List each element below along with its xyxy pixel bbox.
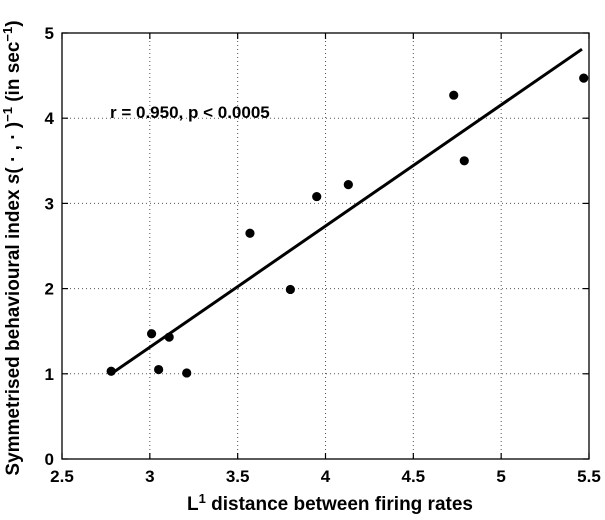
x-tick-label: 5.5 bbox=[577, 467, 601, 486]
x-axis-label: L1 distance between firing rates bbox=[187, 491, 473, 516]
x-tick-label: 4.5 bbox=[402, 467, 426, 486]
regression-line bbox=[110, 47, 583, 376]
y-axis-label: Symmetrised behavioural index s( · , · )… bbox=[0, 20, 24, 475]
data-points bbox=[106, 73, 589, 378]
grid-lines bbox=[61, 32, 590, 460]
correlation-annotation: r = 0.950, p < 0.0005 bbox=[110, 103, 270, 122]
data-point bbox=[245, 228, 255, 238]
y-tick-label: 5 bbox=[45, 24, 54, 43]
x-tick-label: 2.5 bbox=[50, 467, 74, 486]
x-tick-label: 3.5 bbox=[226, 467, 250, 486]
tick-labels: 2.5 3 3.5 4 4.5 5 5.5 0 1 2 3 4 5 bbox=[45, 24, 601, 486]
y-tick-label: 2 bbox=[45, 280, 54, 299]
data-point bbox=[182, 368, 192, 378]
x-tick-label: 4 bbox=[321, 467, 331, 486]
y-tick-label: 0 bbox=[45, 450, 54, 469]
data-point bbox=[285, 284, 295, 295]
y-tick-label: 1 bbox=[45, 365, 54, 384]
data-point bbox=[164, 332, 174, 342]
data-point bbox=[449, 90, 459, 100]
data-point bbox=[312, 191, 322, 202]
axis-ticks bbox=[61, 32, 590, 460]
data-point bbox=[146, 329, 157, 339]
y-tick-label: 4 bbox=[45, 109, 55, 128]
x-tick-label: 5 bbox=[496, 467, 505, 486]
x-tick-label: 3 bbox=[145, 467, 154, 486]
data-point bbox=[579, 73, 589, 83]
data-point bbox=[106, 366, 116, 376]
data-point bbox=[154, 364, 164, 375]
data-point bbox=[459, 156, 469, 166]
data-point bbox=[343, 180, 353, 190]
y-tick-label: 3 bbox=[45, 194, 54, 213]
